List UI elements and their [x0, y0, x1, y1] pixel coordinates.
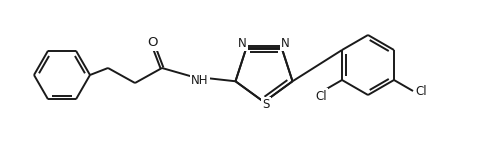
Text: NH: NH: [191, 74, 209, 88]
Text: S: S: [262, 99, 270, 112]
Text: N: N: [281, 37, 290, 50]
Text: Cl: Cl: [415, 84, 427, 97]
Text: N: N: [238, 37, 247, 50]
Text: O: O: [147, 37, 157, 49]
Text: Cl: Cl: [315, 90, 327, 103]
